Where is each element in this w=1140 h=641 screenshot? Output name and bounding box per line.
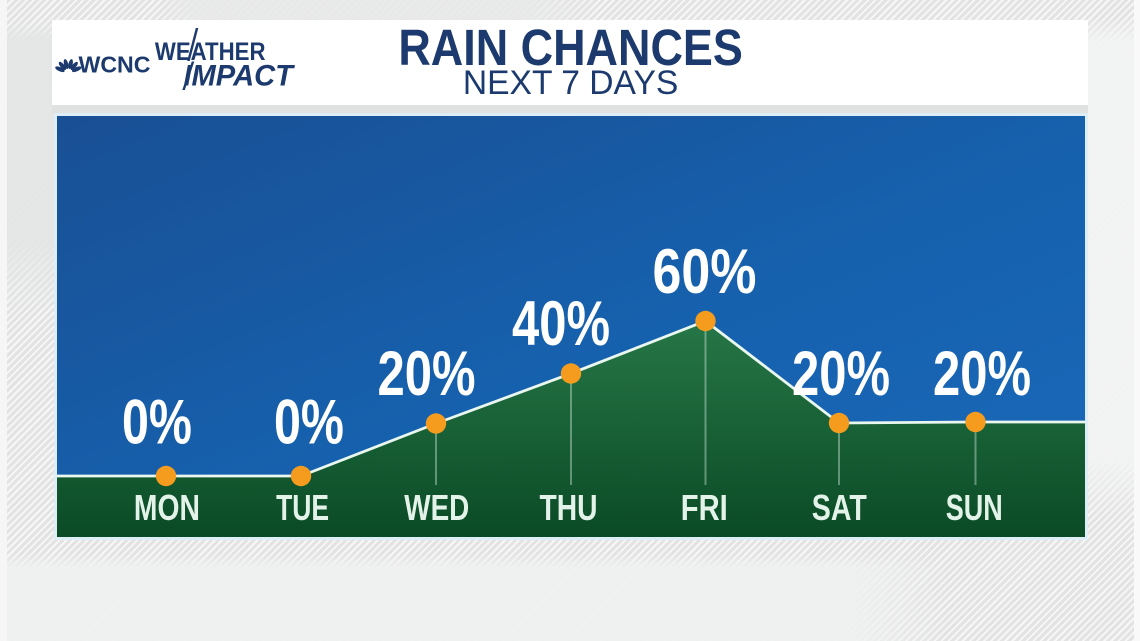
svg-text:20%: 20% <box>378 339 476 409</box>
svg-text:TUE: TUE <box>276 487 329 528</box>
svg-text:0%: 0% <box>122 388 192 458</box>
svg-text:RAIN CHANCES: RAIN CHANCES <box>398 20 743 76</box>
svg-text:SUN: SUN <box>946 487 1003 528</box>
svg-text:IMPACT: IMPACT <box>183 59 295 92</box>
svg-text:SAT: SAT <box>812 487 867 528</box>
svg-text:20%: 20% <box>933 339 1031 409</box>
svg-text:FRI: FRI <box>681 487 728 528</box>
svg-text:WED: WED <box>404 487 469 528</box>
svg-text:WEATHER: WEATHER <box>155 39 266 66</box>
svg-text:WCNC: WCNC <box>79 52 151 78</box>
svg-text:60%: 60% <box>653 237 757 307</box>
svg-text:0%: 0% <box>274 388 344 458</box>
svg-text:20%: 20% <box>792 339 890 409</box>
svg-text:MON: MON <box>134 487 200 528</box>
svg-text:NEXT 7 DAYS: NEXT 7 DAYS <box>463 64 679 102</box>
svg-text:THU: THU <box>540 487 598 528</box>
svg-text:40%: 40% <box>512 289 610 359</box>
